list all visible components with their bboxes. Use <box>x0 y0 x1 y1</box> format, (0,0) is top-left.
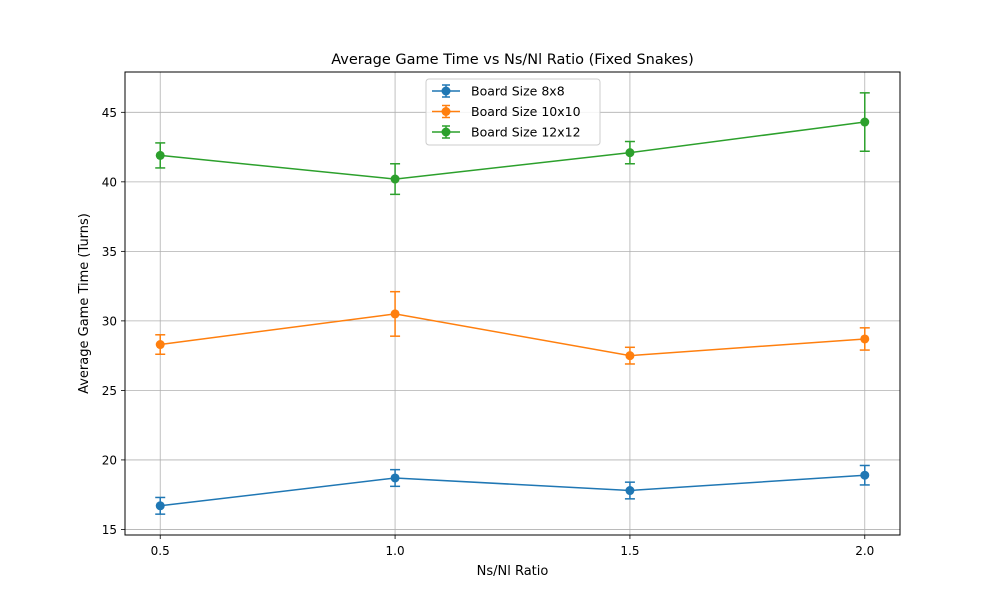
series-line <box>160 313 865 357</box>
data-point <box>155 501 165 511</box>
plot-frame <box>124 71 901 536</box>
y-tick-label: 40 <box>102 175 117 189</box>
legend-swatch-marker <box>441 107 451 116</box>
data-point <box>625 148 635 158</box>
x-tick-label: 1.5 <box>620 544 639 558</box>
y-tick-label: 20 <box>102 453 117 467</box>
data-point <box>625 351 635 361</box>
data-point <box>860 117 870 127</box>
legend-item: Board Size 10x10 <box>432 104 581 119</box>
legend-item: Board Size 12x12 <box>432 125 581 140</box>
legend: Board Size 8x8 Board Size 10x10 Board Size… <box>425 78 601 146</box>
legend-label: Board Size 12x12 <box>471 125 581 140</box>
data-point <box>155 340 165 350</box>
y-tick-label: 15 <box>102 523 117 537</box>
legend-box <box>425 78 601 146</box>
data-point <box>390 473 400 483</box>
y-tick-label: 35 <box>102 245 117 259</box>
y-axis-label: Average Game Time (Turns) <box>77 213 92 394</box>
data-point <box>860 470 870 480</box>
data-point <box>625 486 635 496</box>
series-group <box>155 92 870 196</box>
legend-label: Board Size 10x10 <box>471 104 581 119</box>
legend-swatch-marker <box>441 127 451 137</box>
series-layer <box>155 92 870 515</box>
x-tick-label: 1.0 <box>386 544 405 558</box>
x-axis-label: Ns/Nl Ratio <box>477 564 549 579</box>
data-point <box>390 174 400 184</box>
y-tick-label: 30 <box>102 314 117 328</box>
series-line <box>160 474 865 507</box>
series-line <box>160 121 865 180</box>
y-tick-label: 25 <box>102 384 117 398</box>
legend-label: Board Size 8x8 <box>471 84 565 99</box>
series-group <box>155 464 870 515</box>
chart-title: Average Game Time vs Ns/Nl Ratio (Fixed … <box>331 52 694 68</box>
legend-item: Board Size 8x8 <box>432 84 565 99</box>
legend-swatch-marker <box>441 86 451 96</box>
series-group <box>155 290 870 365</box>
x-tick-label: 2.0 <box>855 544 874 558</box>
data-point <box>390 309 400 319</box>
data-point <box>860 334 870 344</box>
y-tick-label: 45 <box>102 106 117 120</box>
data-point <box>155 150 165 160</box>
axis-ticks: 0.5 1.0 1.5 2.0 15 20 25 30 35 40 45 <box>102 106 875 558</box>
x-tick-label: 0.5 <box>151 544 170 558</box>
